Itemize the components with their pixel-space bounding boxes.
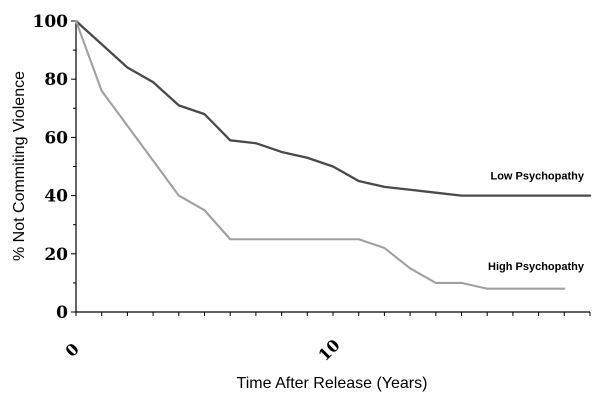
y-tick-label: 100 <box>33 12 69 32</box>
y-axis-title: % Not Commiting Violence <box>11 71 28 261</box>
x-axis-title: Time After Release (Years) <box>237 375 428 392</box>
x-tick-label: 0 <box>61 339 82 360</box>
low-psychopathy-label: Low Psychopathy <box>490 171 584 183</box>
y-tick-label: 60 <box>44 128 68 148</box>
x-axis-ticks: 0 10 <box>61 312 591 365</box>
low-psychopathy-line <box>74 19 592 197</box>
y-tick-label: 0 <box>56 303 68 323</box>
y-axis-ticks: 0 20 40 60 80 100 <box>33 12 76 323</box>
y-tick-label: 40 <box>44 187 68 207</box>
series-labels: Low Psychopathy High Psychopathy <box>488 171 585 273</box>
high-psychopathy-label: High Psychopathy <box>488 261 585 273</box>
y-tick-label: 20 <box>44 245 68 265</box>
series-lines <box>74 19 592 290</box>
x-tick-label: 10 <box>315 336 344 365</box>
y-tick-label: 80 <box>44 70 68 90</box>
high-psychopathy-line <box>74 19 566 290</box>
